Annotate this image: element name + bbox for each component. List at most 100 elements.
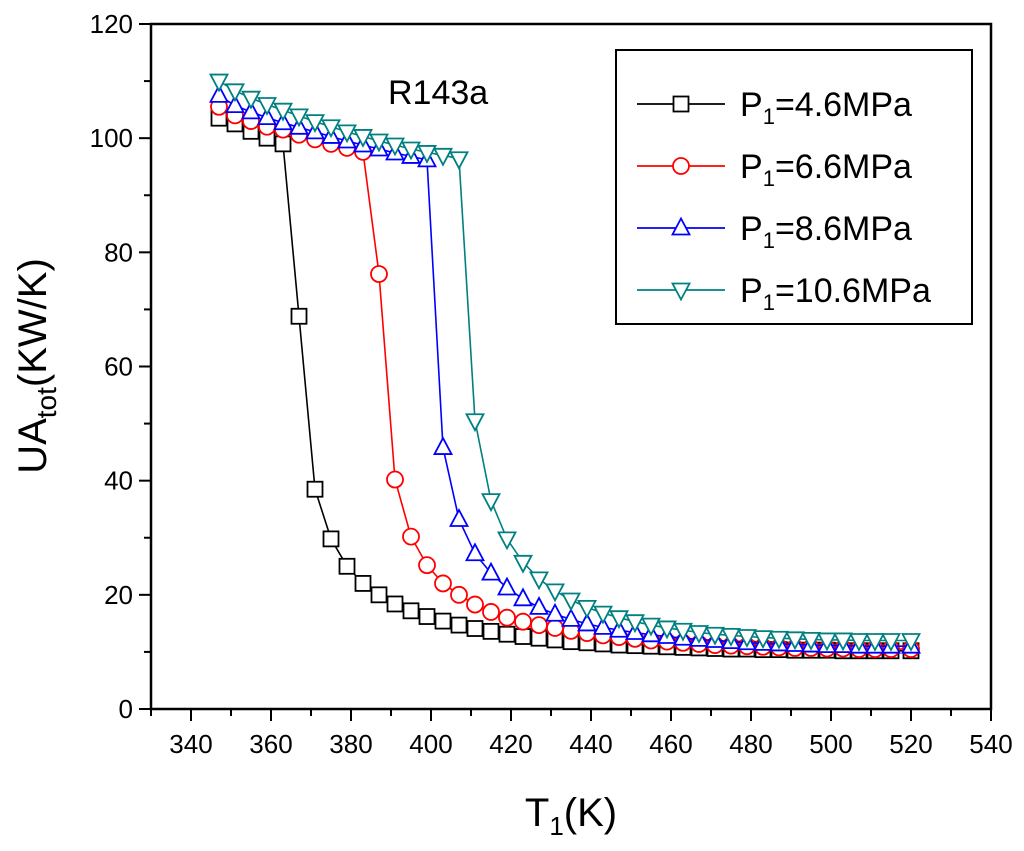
data-point <box>257 106 277 126</box>
data-point <box>593 615 613 635</box>
data-point <box>449 508 469 527</box>
data-point <box>290 307 308 325</box>
data-point <box>402 602 420 620</box>
data-point <box>401 141 421 161</box>
legend-label-rest: =8.6MPa <box>775 210 912 248</box>
data-point <box>338 557 356 575</box>
legend-marker <box>671 216 691 236</box>
data-point <box>450 616 468 634</box>
x-tick-label: 500 <box>809 729 852 759</box>
x-tick-label: 440 <box>569 729 612 759</box>
data-point <box>225 94 245 114</box>
data-point <box>546 619 564 637</box>
data-point <box>801 631 821 651</box>
data-point <box>513 587 533 607</box>
y-tick-label: 80 <box>104 237 133 267</box>
series-4 <box>209 73 921 652</box>
legend-label: P1=6.6MPa <box>740 148 912 191</box>
y-tick-label: 0 <box>119 694 133 724</box>
data-point <box>530 616 548 634</box>
x-axis-title-main: T <box>525 791 549 835</box>
data-point <box>465 542 485 562</box>
x-tick-label: 380 <box>329 729 372 759</box>
data-point <box>593 605 613 625</box>
x-tick-label: 360 <box>249 729 292 759</box>
data-point <box>433 147 453 167</box>
data-point <box>657 620 677 640</box>
data-point <box>466 595 484 614</box>
x-axis-title-sub: 1 <box>549 811 563 841</box>
data-point <box>417 145 437 164</box>
data-point <box>370 265 388 283</box>
data-point <box>901 633 921 652</box>
data-point <box>545 583 565 603</box>
data-point <box>498 625 516 643</box>
chart-annotation: R143a <box>388 74 488 112</box>
plot-series-layer <box>209 73 921 660</box>
data-point <box>353 129 373 148</box>
data-point <box>482 622 500 640</box>
data-point <box>705 626 725 646</box>
x-tick-label: 520 <box>889 729 932 759</box>
legend-label-sub: 1 <box>763 228 775 253</box>
legend-label-rest: =6.6MPa <box>775 148 912 186</box>
data-point <box>465 413 485 433</box>
legend-label-sub: 1 <box>763 166 775 191</box>
data-point <box>785 631 805 651</box>
data-point <box>721 627 741 647</box>
legend-label: P1=8.6MPa <box>740 210 912 253</box>
x-axis-ticks: 340 360 380 400 420 440 460 480 500 520 540 <box>150 709 1013 759</box>
data-point <box>386 470 404 489</box>
data-point <box>561 592 581 612</box>
data-point <box>337 124 357 144</box>
legend-item: P1=4.6MPa <box>637 86 912 129</box>
legend-label-rest: =4.6MPa <box>775 86 912 124</box>
data-point <box>514 612 532 631</box>
legend-marker <box>671 282 691 302</box>
y-tick-label: 120 <box>90 9 133 39</box>
data-point <box>497 531 517 551</box>
data-point <box>865 633 885 652</box>
data-point <box>577 612 597 632</box>
data-point <box>737 629 757 648</box>
y-axis-ticks: 0 20 40 60 80 100 120 <box>90 9 151 724</box>
data-point <box>625 614 645 634</box>
data-point <box>673 622 693 642</box>
x-tick-label: 400 <box>409 729 452 759</box>
data-point <box>449 151 469 171</box>
data-point <box>689 625 709 644</box>
data-point <box>402 527 420 546</box>
legend-item: P1=8.6MPa <box>637 210 912 253</box>
data-point <box>434 574 452 593</box>
data-point <box>289 108 309 128</box>
series-3 <box>209 83 921 654</box>
y-axis-title-rest: (KW/K) <box>11 258 55 387</box>
y-tick-label: 100 <box>90 123 133 153</box>
data-point <box>322 530 340 548</box>
data-point <box>354 575 372 592</box>
legend-label-sub: 1 <box>763 290 775 315</box>
data-point <box>833 632 853 652</box>
legend-label-main: P <box>740 210 763 248</box>
legend-label: P1=4.6MPa <box>740 86 912 129</box>
legend-label: P1=10.6MPa <box>740 272 931 315</box>
y-tick-label: 20 <box>104 580 133 610</box>
data-point <box>529 595 549 615</box>
data-point <box>306 480 324 498</box>
x-tick-label: 480 <box>729 729 772 759</box>
data-point <box>305 114 325 134</box>
data-point <box>849 633 869 652</box>
legend-label-rest: =10.6MPa <box>775 272 931 310</box>
data-point <box>241 100 261 120</box>
y-axis-title-sub: tot <box>31 387 62 418</box>
y-tick-label: 40 <box>104 466 133 496</box>
data-point <box>433 436 453 455</box>
data-point <box>481 493 501 513</box>
data-point <box>369 133 389 153</box>
data-point <box>450 585 468 604</box>
x-tick-label: 540 <box>969 729 1012 759</box>
data-point <box>513 554 533 574</box>
data-point <box>241 90 261 110</box>
data-point <box>418 556 436 575</box>
data-point <box>529 571 549 591</box>
